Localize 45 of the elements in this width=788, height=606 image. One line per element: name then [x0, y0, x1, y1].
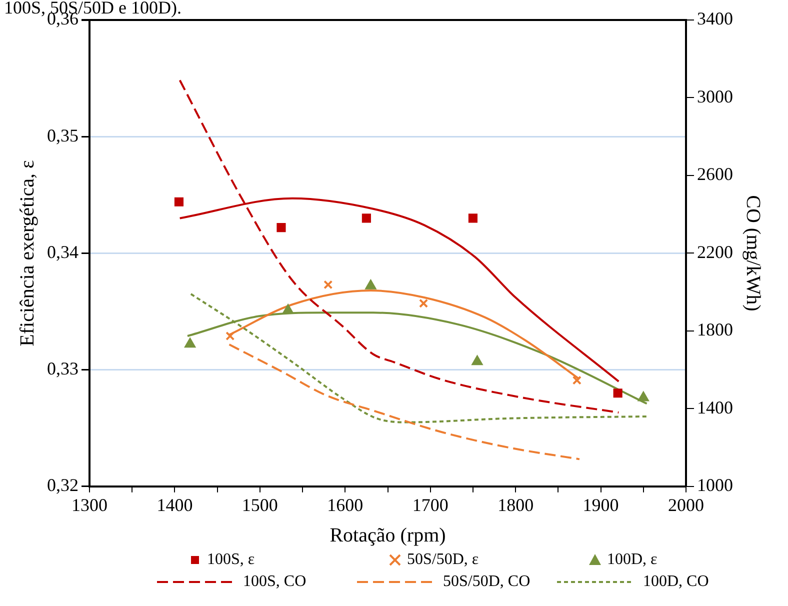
y-axis-title: Eficiência exergética, ε [16, 160, 38, 346]
y-tick-label: 0,32 [47, 475, 78, 496]
x-tick-label: 1900 [582, 494, 619, 515]
legend-label: 50S/50D, ε [407, 551, 479, 568]
y2-tick-label: 1400 [697, 397, 733, 418]
legend-label: 100S, ε [207, 551, 255, 568]
y2-tick-label: 3000 [697, 86, 733, 106]
x-axis-title: Rotação (rpm) [330, 524, 446, 546]
point [324, 280, 333, 290]
point [184, 338, 196, 348]
line-series [178, 79, 620, 414]
point [638, 392, 649, 402]
y-tick-label: 0,33 [47, 358, 78, 379]
x-tick-label: 1600 [327, 494, 364, 515]
point [174, 197, 184, 206]
point [419, 298, 428, 308]
line-series [228, 344, 580, 460]
legend-label: 100D, CO [643, 573, 709, 590]
y-tick-label: 0,35 [47, 125, 78, 146]
y2-tick-label: 3400 [697, 8, 733, 29]
x-tick-label: 2000 [668, 494, 704, 515]
y2-tick-label: 2200 [697, 242, 733, 262]
point [572, 376, 582, 385]
y2-tick-label: 2600 [697, 164, 733, 184]
point [468, 214, 478, 223]
point [282, 304, 294, 314]
legend-label: 50S/50D, CO [443, 573, 530, 590]
point [276, 223, 286, 232]
x-tick-label: 1800 [498, 494, 534, 515]
y2-axis-title: CO (mg/kWh) [742, 195, 764, 312]
x-tick-label: 1300 [72, 494, 108, 515]
point [472, 356, 483, 366]
y2-tick-label: 1800 [697, 320, 733, 340]
x-tick-label: 1700 [412, 494, 448, 515]
point [365, 280, 376, 290]
x-tick-label: 1500 [242, 494, 278, 515]
y-tick-label: 0,34 [47, 242, 78, 262]
point [362, 214, 371, 223]
line-series [228, 290, 580, 380]
point [613, 388, 622, 398]
legend-label: 100D, ε [607, 551, 658, 568]
line-series [190, 293, 648, 424]
legend-label: 100S, CO [243, 573, 306, 590]
x-tick-label: 1400 [156, 494, 193, 515]
y2-tick-label: 1000 [697, 475, 733, 496]
